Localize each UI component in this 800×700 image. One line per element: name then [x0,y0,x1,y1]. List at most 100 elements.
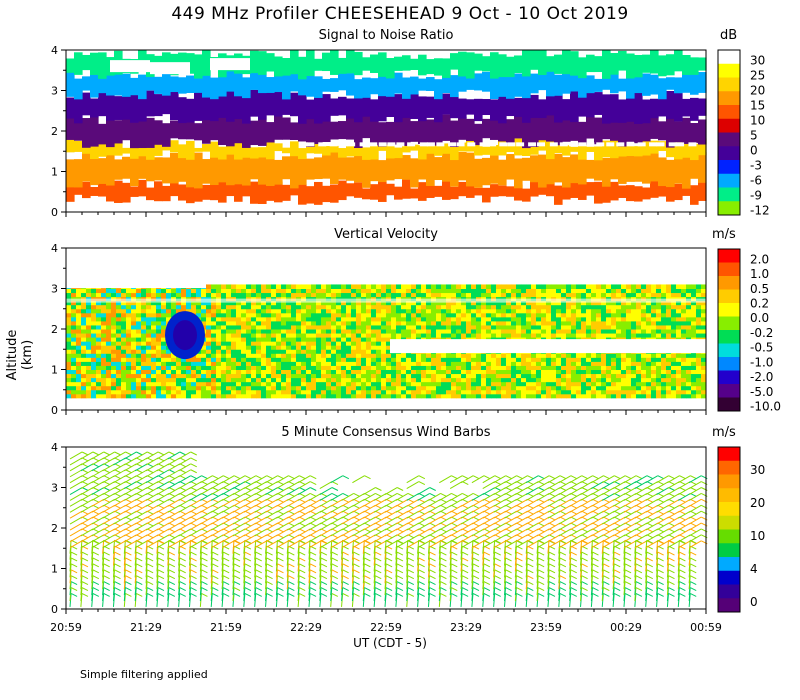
vv-cell [66,385,72,391]
vv-cell [181,304,187,310]
vv-cell [441,381,447,387]
vv-cell [526,369,532,375]
vv-cell [141,320,147,326]
vv-cell [651,312,657,318]
vv-cell [496,361,502,366]
vv-cell [336,320,342,326]
snr-layer-cell [426,180,435,198]
vv-cell [606,320,612,326]
vv-cell [566,373,572,379]
vv-cell [126,365,132,370]
snr-layer-cell [578,75,587,98]
wind-barb-feather [70,575,78,580]
vv-cell [701,312,707,318]
snr-layer-cell [538,154,547,188]
vv-cell [616,292,622,298]
vv-cell [546,353,552,358]
vv-cell [301,304,307,310]
vv-cell [96,361,102,366]
vv-cell [106,337,112,342]
vv-cell [241,333,247,338]
vv-cell [286,292,292,298]
vv-cell [201,300,207,306]
vv-cell [236,337,242,342]
snr-layer-cell [362,114,371,139]
snr-layer-cell [346,98,355,119]
vv-cell [306,341,312,346]
vv-cell [566,381,572,387]
vv-cell [96,308,102,314]
wind-barb [124,498,137,507]
vv-cell [246,324,252,330]
vv-cell [561,377,567,383]
vv-cell [106,365,112,370]
vv-cell [181,369,187,375]
vv-cell [421,300,427,306]
vv-cell [351,284,357,289]
vv-cell [591,300,597,306]
wind-barb [124,540,137,549]
vv-cell [231,349,237,354]
wind-barb [124,475,137,484]
vv-cell [276,324,282,330]
wind-barb-feather [190,575,197,580]
vv-cell [316,345,322,350]
snr-layer-cell [298,122,307,142]
vv-cell [246,373,252,379]
vv-cell [441,333,447,338]
wind-barb-feather [233,557,241,562]
vv-cell [221,316,227,322]
vv-cell [241,389,247,395]
vv-cell [296,345,302,350]
wind-barb [200,534,213,543]
vv-cell [631,393,637,399]
vv-cell [286,308,292,314]
vv-cell [251,357,257,362]
snr-layer-cell [466,152,475,187]
vv-cell [481,300,487,306]
wind-barb-feather [190,563,197,568]
vv-cell [381,357,387,362]
snr-high-streak [347,142,356,147]
vv-cell [281,377,287,383]
vv-cell [411,312,417,318]
wind-barb-feather [92,457,100,462]
wind-barb [221,498,235,507]
vv-cell [86,304,92,310]
snr-layer-cell [538,50,547,75]
vv-cell [681,320,687,326]
vv-cell [101,361,107,366]
vv-cell [521,333,527,338]
vv-cell [301,365,307,370]
vv-cell [451,304,457,310]
vv-cell [456,329,462,334]
vv-cell [416,324,422,330]
snr-layer-cell [618,50,627,71]
vv-cell [481,324,487,330]
vv-cell [291,308,297,314]
snr-layer-cell [690,97,699,121]
vv-cell [506,377,512,383]
vv-cell [521,288,527,294]
snr-layer-cell [546,114,555,142]
vv-cell [111,292,117,298]
vv-cell [661,300,667,306]
vv-cell [586,373,592,379]
vv-cell [621,369,627,375]
vv-cell [366,304,372,310]
vv-cell [611,300,617,306]
snr-layer-cell [106,150,115,186]
vv-cell [591,292,597,298]
vv-cell [446,320,452,326]
vv-cell [346,292,352,298]
wind-barb-feather [212,534,219,539]
vv-cell [556,300,562,306]
wind-barb [69,492,83,501]
vv-cell [196,373,202,379]
vv-cell [126,385,132,391]
vv-cell [381,304,387,310]
vv-cell [146,337,152,342]
wind-barb-feather [244,510,252,515]
vv-cell [501,389,507,395]
vv-cell [101,373,107,379]
